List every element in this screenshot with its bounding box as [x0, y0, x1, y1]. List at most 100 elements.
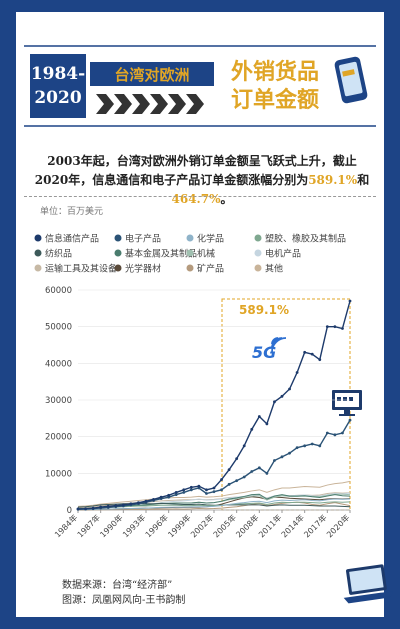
- point: [273, 400, 276, 404]
- legend-label: 电机产品: [265, 248, 301, 260]
- legend-swatch: [34, 249, 42, 257]
- title-line: 外销货品: [230, 59, 319, 85]
- legend-label: 信息通信产品: [45, 233, 99, 245]
- legend-swatch: [34, 234, 42, 242]
- point: [167, 493, 171, 497]
- series-line: [77, 498, 351, 511]
- x-tick-label: 2014年: [279, 512, 306, 539]
- laptop-icon: [343, 564, 394, 604]
- 5g-icon: 5G: [252, 337, 287, 362]
- x-tick-label: 1999年: [166, 512, 193, 539]
- point: [114, 504, 118, 507]
- legend-label: 塑胶、橡胶及其制品: [265, 233, 346, 245]
- legend-label: 基本金属及其制品: [125, 248, 197, 260]
- credit: 图源：凤凰网风向-王书韵制: [62, 595, 186, 606]
- point: [242, 475, 246, 479]
- chevrons: [96, 94, 204, 114]
- svg-text:5G: 5G: [252, 343, 276, 362]
- point: [76, 507, 80, 511]
- point: [212, 486, 216, 490]
- x-tick-label: 1984年: [52, 512, 79, 539]
- point: [318, 444, 322, 448]
- point: [189, 485, 193, 489]
- legend-swatch: [114, 264, 122, 272]
- title-line: 订单金额: [230, 87, 319, 113]
- point: [295, 371, 299, 374]
- point: [129, 502, 133, 506]
- legend-label: 矿产品: [197, 263, 224, 275]
- legend-swatch: [254, 234, 262, 242]
- title: 外销货品 订单金额: [220, 58, 330, 114]
- x-tick-label: 1990年: [98, 512, 125, 539]
- y-tick-label: 0: [67, 506, 72, 516]
- legend-swatch: [186, 234, 194, 242]
- series-line: [78, 496, 351, 511]
- point: [205, 488, 208, 492]
- point: [220, 488, 223, 492]
- point: [310, 442, 314, 446]
- point: [265, 422, 269, 426]
- point: [227, 482, 231, 486]
- point: [205, 492, 208, 495]
- point: [288, 387, 291, 391]
- point: [257, 466, 261, 470]
- point: [174, 491, 178, 494]
- point: [174, 493, 178, 496]
- point: [212, 490, 216, 494]
- point: [182, 491, 186, 494]
- point: [303, 350, 307, 354]
- point: [106, 504, 110, 508]
- unit: 单位：百万美元: [40, 205, 103, 217]
- intro-highlight: 589.1%: [308, 173, 358, 187]
- annotation: 589.1%: [239, 303, 289, 317]
- subtitle: 台湾对欧洲: [114, 66, 190, 84]
- years-bottom: 2020: [34, 88, 82, 108]
- point: [137, 501, 140, 505]
- subtitle-box: [90, 62, 214, 86]
- intro: 2003年起，台湾对欧洲外销订单金额呈飞跃式上升，截止2020年，信息通信和电子…: [34, 152, 370, 209]
- legend-swatch: [254, 264, 262, 272]
- point: [257, 415, 261, 418]
- point: [310, 352, 314, 356]
- legend-label: 化学品: [197, 233, 224, 245]
- point: [295, 446, 299, 450]
- point: [341, 327, 344, 330]
- x-tick-label: 1996年: [143, 512, 170, 539]
- y-tick-label: 40000: [45, 359, 72, 369]
- point: [235, 479, 239, 483]
- point: [348, 299, 352, 303]
- point: [227, 468, 231, 472]
- intro-text: 。: [220, 192, 233, 206]
- header-graphics: [24, 45, 376, 127]
- point: [288, 451, 291, 455]
- x-tick-label: 2002年: [188, 512, 215, 539]
- legend-label: 纺织品: [45, 248, 72, 260]
- point: [144, 499, 148, 503]
- legend-label: 其他: [265, 263, 283, 275]
- point: [250, 427, 254, 431]
- point: [303, 444, 307, 448]
- point: [333, 325, 337, 329]
- legend-swatch: [34, 264, 42, 272]
- point: [91, 506, 95, 510]
- point: [348, 418, 352, 422]
- years-top: 1984-: [30, 64, 86, 84]
- point: [341, 431, 344, 435]
- point: [189, 488, 193, 492]
- x-tick-label: 1987年: [75, 512, 102, 539]
- point: [318, 358, 322, 362]
- series-line: [78, 501, 351, 511]
- legend-swatch: [114, 249, 122, 257]
- legend-swatch: [254, 249, 262, 257]
- point: [333, 433, 337, 437]
- point: [325, 431, 329, 435]
- point: [280, 455, 284, 459]
- point: [250, 470, 254, 473]
- intro-text: 2003年起，台湾对欧洲外销订单金额呈飞跃式上升，截止2020年，信息通信和电子…: [34, 154, 357, 187]
- y-tick-label: 60000: [45, 286, 72, 296]
- intro-text: 和: [357, 173, 370, 187]
- y-tick-label: 30000: [45, 396, 72, 406]
- y-tick-label: 20000: [45, 433, 72, 443]
